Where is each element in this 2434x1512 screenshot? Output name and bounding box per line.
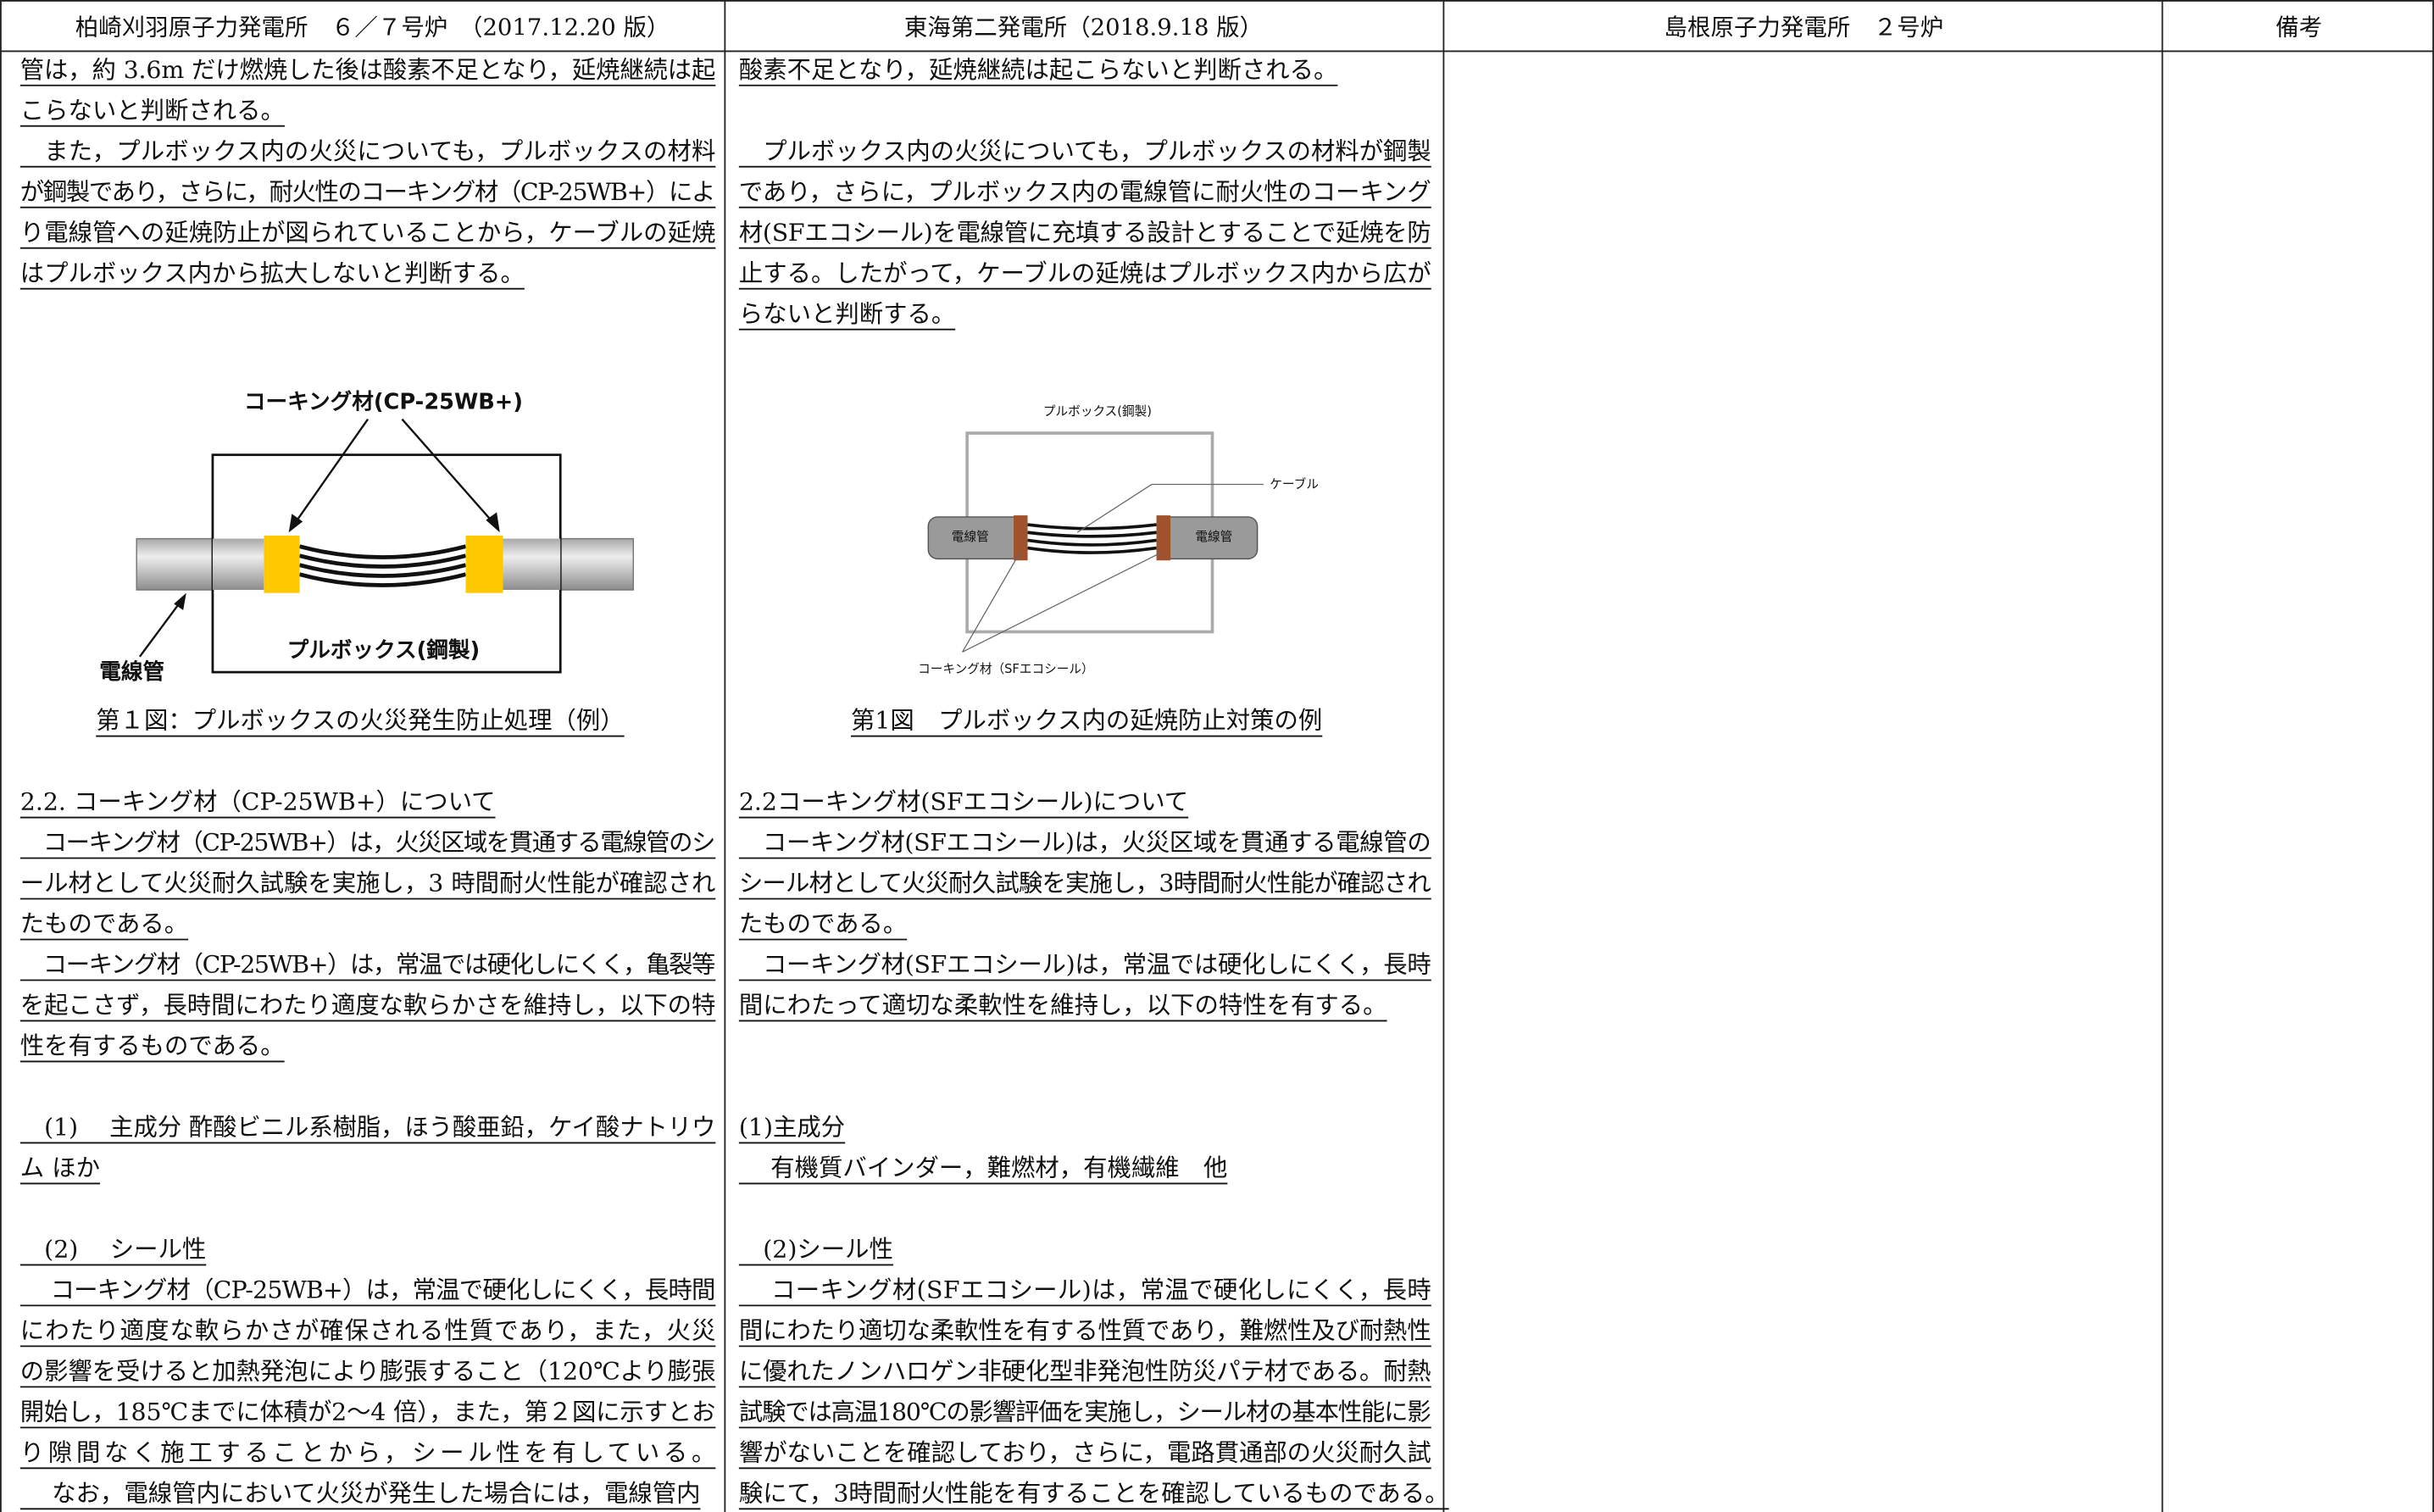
text-line: 間にわたって適切な柔軟性を維持し，以下の特性を有する。 xyxy=(739,992,1387,1020)
text-line: り隙間なく施工することから，シール性を有している。 xyxy=(20,1439,716,1467)
text-line: はプルボックス内から拡大しないと判断する。 xyxy=(20,259,525,287)
text-line: であり，さらに，プルボックス内の電線管に耐火性のコーキング xyxy=(739,178,1431,206)
text-line: 材(SFエコシール)を電線管に充填する設計とすることで延焼を防 xyxy=(739,219,1431,247)
text-line: に優れたノンハロゲン非硬化型非発泡性防災パテ材である。耐熱 xyxy=(739,1358,1431,1386)
text-line: シール材として火災耐久試験を実施し，3時間耐火性能が確認され xyxy=(739,870,1431,898)
figure-label: 電線管 xyxy=(99,659,164,685)
text-line: の影響を受けると加熱発泡により膨張すること（120℃より膨張 xyxy=(20,1358,716,1386)
text-line: 管は，約 3.6m だけ燃焼した後は酸素不足となり，延焼継続は起 xyxy=(20,56,716,84)
figure-left xyxy=(136,418,635,674)
figure-caption: 第1図 プルボックス内の延焼防止対策の例 xyxy=(851,707,1322,735)
text-line: 2.2コーキング材(SFエコシール)について xyxy=(739,788,1188,816)
text-line: り電線管への延焼防止が図られていることから，ケーブルの延焼 xyxy=(20,219,716,247)
text-line: が鋼製であり，さらに，耐火性のコーキング材（CP-25WB+）によ xyxy=(20,178,716,206)
text-line: コーキング材(SFエコシール)は，常温では硬化しにくく，長時 xyxy=(739,951,1431,979)
text-line: 有機質バインダー，難燃材，有機繊維 他 xyxy=(739,1154,1228,1182)
text-line: なお，電線管内において火災が発生した場合には，電線管内 xyxy=(20,1480,701,1508)
text-line: にわたり適度な軟らかさが確保される性質であり，また，火災 xyxy=(20,1317,716,1345)
header-cell: 東海第二発電所（2018.9.18 版） xyxy=(904,14,1263,41)
text-line: ール材として火災耐久試験を実施し，3 時間耐火性能が確認され xyxy=(20,870,716,898)
figure-label: 電線管 xyxy=(1195,530,1232,544)
figure-right xyxy=(927,431,1264,653)
figure-label: プルボックス(鋼製) xyxy=(1043,404,1152,419)
text-line: 間にわたり適切な柔軟性を有する性質であり，難燃性及び耐熱性 xyxy=(739,1317,1431,1345)
text-line: を起こさず，長時間にわたり適度な軟らかさを維持し，以下の特 xyxy=(20,992,716,1020)
text-line: プルボックス内の火災についても，プルボックスの材料が鋼製 xyxy=(739,137,1431,165)
text-line: また，プルボックス内の火災についても，プルボックスの材料 xyxy=(20,137,716,165)
text-line: 2.2. コーキング材（CP-25WB+）について xyxy=(20,788,496,816)
text-line: らないと判断する。 xyxy=(739,300,955,328)
text-line: (2)シール性 xyxy=(739,1236,893,1264)
text-line: 止する。したがって，ケーブルの延焼はプルボックス内から広が xyxy=(739,259,1431,287)
header-cell: 柏崎刈羽原子力発電所 ６／７号炉 （2017.12.20 版） xyxy=(75,14,670,41)
text-line: コーキング材（CP-25WB+）は，常温で硬化しにくく，長時間 xyxy=(20,1276,716,1304)
text-line: 性を有するものである。 xyxy=(20,1032,285,1060)
text-line: ム ほか xyxy=(20,1154,100,1182)
figure-caption: 第１図：プルボックスの火災発生防止処理（例） xyxy=(96,707,624,735)
text-line: こらないと判断される。 xyxy=(20,97,285,125)
text-line: 酸素不足となり，延焼継続は起こらないと判断される。 xyxy=(739,56,1338,84)
figure-label: コーキング材（SFエコシール） xyxy=(918,662,1094,676)
text-line: コーキング材（CP-25WB+）は，火災区域を貫通する電線管のシ xyxy=(20,829,716,857)
figure-label: コーキング材(CP-25WB+) xyxy=(244,389,523,414)
text-line: たものである。 xyxy=(739,910,907,938)
text-line: (2) シール性 xyxy=(20,1236,206,1264)
text-line: 開始し，185℃までに体積が2～4 倍），また，第２図に示すとお xyxy=(20,1398,716,1426)
header-cell: 備考 xyxy=(2276,14,2322,41)
text-line: コーキング材（CP-25WB+）は，常温では硬化しにくく，亀裂等 xyxy=(20,951,716,979)
text-line: (1)主成分 xyxy=(739,1114,845,1142)
text-line: コーキング材(SFエコシール)は，常温で硬化しにくく，長時 xyxy=(739,1276,1431,1304)
text-line: 響がないことを確認しており，さらに，電路貫通部の火災耐久試 xyxy=(739,1439,1431,1467)
text-line: 験にて，3時間耐火性能を有することを確認しているものである。 xyxy=(739,1480,1449,1508)
text-line: コーキング材(SFエコシール)は，火災区域を貫通する電線管の xyxy=(739,829,1431,857)
text-line: 試験では高温180℃の影響評価を実施し，シール材の基本性能に影 xyxy=(739,1398,1431,1426)
figure-label: ケーブル xyxy=(1270,476,1319,492)
figure-label: 電線管 xyxy=(952,530,989,544)
text-line: たものである。 xyxy=(20,910,188,938)
header-cell: 島根原子力発電所 ２号炉 xyxy=(1664,14,1944,41)
text-line: (1) 主成分 酢酸ビニル系樹脂，ほう酸亜鉛，ケイ酸ナトリウ xyxy=(20,1114,716,1142)
figure-label: プルボックス(鋼製) xyxy=(287,637,481,663)
